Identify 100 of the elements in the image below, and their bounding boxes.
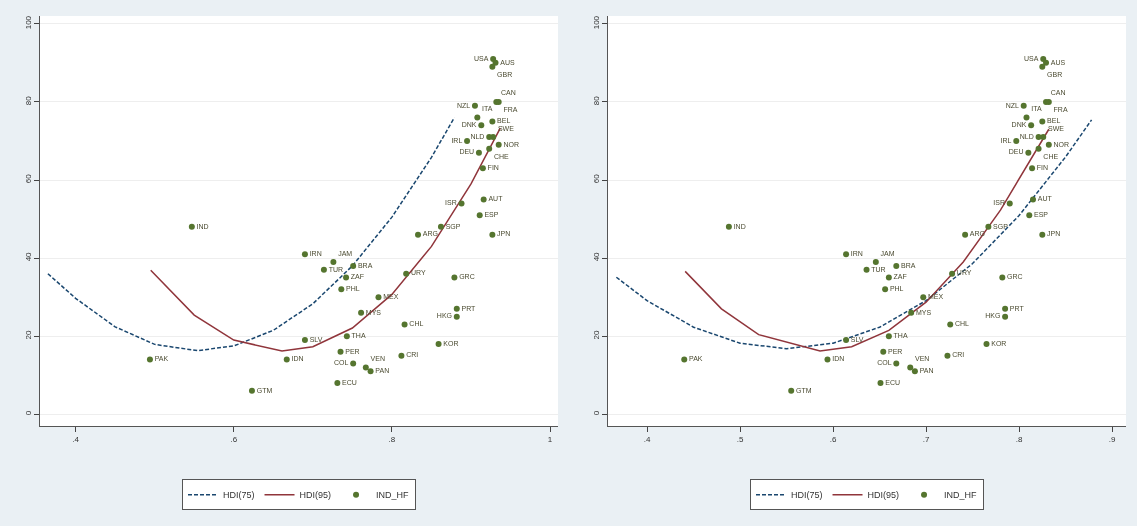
point <box>358 309 365 316</box>
point <box>880 348 887 355</box>
point <box>478 122 485 129</box>
point <box>885 274 892 281</box>
point <box>495 141 502 148</box>
point <box>464 137 471 144</box>
legend-label: IND_HF <box>376 490 410 501</box>
point <box>330 259 337 265</box>
point <box>283 356 290 363</box>
point <box>1039 118 1046 125</box>
point <box>320 266 327 273</box>
y-tick-label: 40 <box>591 251 601 262</box>
point <box>486 134 493 141</box>
point <box>907 364 914 371</box>
point <box>486 145 493 152</box>
y-tick-label: 60 <box>23 173 33 184</box>
y-tick-label: 100 <box>23 15 33 30</box>
point <box>489 231 496 238</box>
point <box>350 262 357 269</box>
point <box>877 380 884 387</box>
legend-label: HDI(95) <box>299 490 332 501</box>
point <box>947 321 954 328</box>
point <box>882 286 889 293</box>
x-tick-label: .6 <box>230 434 238 444</box>
y-tick-label: 0 <box>591 410 601 416</box>
x-tick-label: .6 <box>829 434 837 444</box>
x-tick-label: .7 <box>922 434 930 444</box>
point <box>1002 305 1009 312</box>
point <box>350 360 357 367</box>
point <box>983 341 990 347</box>
point <box>301 337 308 344</box>
point <box>343 333 350 340</box>
point <box>1040 55 1047 62</box>
point <box>908 309 915 316</box>
point <box>489 63 496 70</box>
y-tick-label: 80 <box>23 95 33 106</box>
point <box>1029 165 1036 172</box>
point <box>435 341 442 347</box>
point <box>1039 231 1046 238</box>
point <box>343 274 350 281</box>
point <box>1023 114 1030 121</box>
point <box>681 356 688 363</box>
point <box>1028 122 1035 129</box>
point <box>962 231 969 238</box>
point <box>437 223 444 230</box>
point <box>949 270 956 277</box>
x-tick-label: .5 <box>736 434 744 444</box>
point <box>334 380 341 387</box>
point <box>1013 137 1020 144</box>
point <box>415 231 422 238</box>
point <box>471 102 478 109</box>
point <box>985 223 992 230</box>
point <box>453 313 460 320</box>
point <box>1045 141 1052 148</box>
x-tick-label: .4 <box>643 434 651 444</box>
point <box>479 165 486 172</box>
point <box>872 259 879 265</box>
point <box>893 262 900 269</box>
legend-label: IND_HF <box>944 490 978 501</box>
point <box>843 251 850 258</box>
point <box>458 200 465 207</box>
point <box>1020 102 1027 109</box>
point <box>301 251 308 258</box>
y-tick-label: 80 <box>591 95 601 106</box>
point <box>1035 145 1042 152</box>
point <box>375 294 382 301</box>
point <box>725 223 732 230</box>
point <box>1025 149 1032 156</box>
point <box>188 223 195 230</box>
point <box>146 356 153 363</box>
point <box>1006 200 1013 207</box>
y-tick-label: 20 <box>591 329 601 340</box>
point <box>474 114 481 121</box>
point <box>398 352 405 359</box>
y-tick-label: 100 <box>591 15 601 30</box>
point <box>920 294 927 301</box>
point <box>476 212 483 219</box>
point <box>1039 63 1046 70</box>
point <box>824 356 831 363</box>
point <box>1035 134 1042 141</box>
point <box>248 387 255 394</box>
legend-label: HDI(75) <box>223 490 255 501</box>
point <box>362 364 369 371</box>
x-tick-label: .9 <box>1108 434 1116 444</box>
point <box>1030 196 1036 203</box>
y-tick-label: 0 <box>23 410 33 416</box>
legend-label: HDI(75) <box>791 490 823 501</box>
point <box>944 352 951 359</box>
point <box>367 368 374 375</box>
x-tick-label: .8 <box>388 434 396 444</box>
point <box>337 348 344 355</box>
point <box>1002 313 1009 320</box>
x-tick-label: .8 <box>1015 434 1023 444</box>
point <box>480 196 487 203</box>
point <box>885 333 892 340</box>
point <box>843 337 850 344</box>
point <box>451 274 458 281</box>
y-tick-label: 20 <box>23 329 33 340</box>
point <box>911 368 918 375</box>
point <box>401 321 408 328</box>
